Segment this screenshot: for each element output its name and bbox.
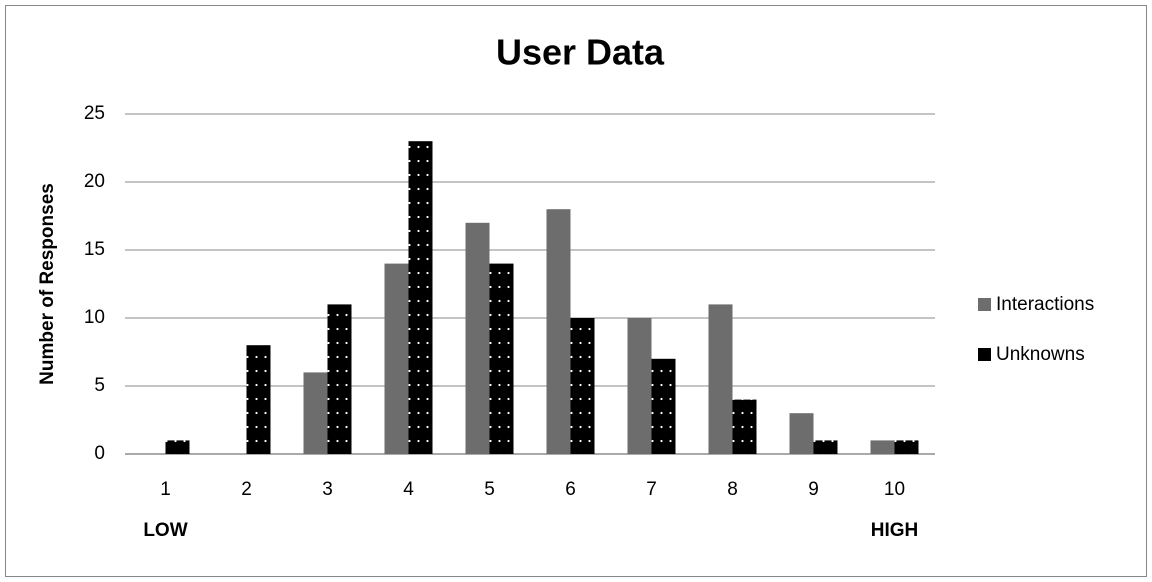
annotation: LOW	[143, 520, 187, 541]
y-tick-label: 10	[84, 307, 105, 328]
x-tick-label: 1	[160, 479, 171, 500]
y-tick-label: 15	[84, 239, 105, 260]
x-tick-label: 2	[241, 479, 252, 500]
bar	[327, 304, 352, 454]
bar	[303, 372, 328, 454]
y-tick-label: 0	[94, 443, 105, 464]
bar	[546, 209, 571, 454]
annotation: HIGH	[871, 520, 919, 541]
bar	[408, 141, 433, 454]
x-tick-label: 7	[646, 479, 657, 500]
bar	[570, 318, 595, 454]
y-tick-label: 25	[84, 103, 105, 124]
bar	[246, 345, 271, 454]
bar	[708, 304, 733, 454]
bar	[489, 263, 514, 454]
chart-border	[5, 5, 1147, 577]
x-tick-label: 5	[484, 479, 495, 500]
bar	[165, 440, 190, 454]
bar	[732, 399, 757, 454]
y-tick-label: 20	[84, 171, 105, 192]
x-tick-label: 6	[565, 479, 576, 500]
bar	[384, 263, 409, 454]
bar	[651, 358, 676, 454]
x-tick-label: 10	[884, 479, 905, 500]
legend-label: Unknowns	[996, 344, 1085, 365]
y-axis-label: Number of Responses	[37, 183, 58, 385]
x-tick-label: 4	[403, 479, 414, 500]
legend-swatch	[978, 348, 991, 361]
x-tick-label: 3	[322, 479, 333, 500]
bar	[870, 440, 895, 454]
bar	[789, 413, 814, 454]
chart-title: User Data	[496, 32, 665, 73]
bar	[465, 222, 490, 454]
y-tick-label: 5	[94, 375, 105, 396]
bar	[627, 318, 652, 454]
bar	[894, 440, 919, 454]
x-tick-label: 9	[808, 479, 819, 500]
legend-label: Interactions	[996, 294, 1094, 315]
legend-swatch	[978, 298, 991, 311]
x-tick-label: 8	[727, 479, 738, 500]
bar	[813, 440, 838, 454]
